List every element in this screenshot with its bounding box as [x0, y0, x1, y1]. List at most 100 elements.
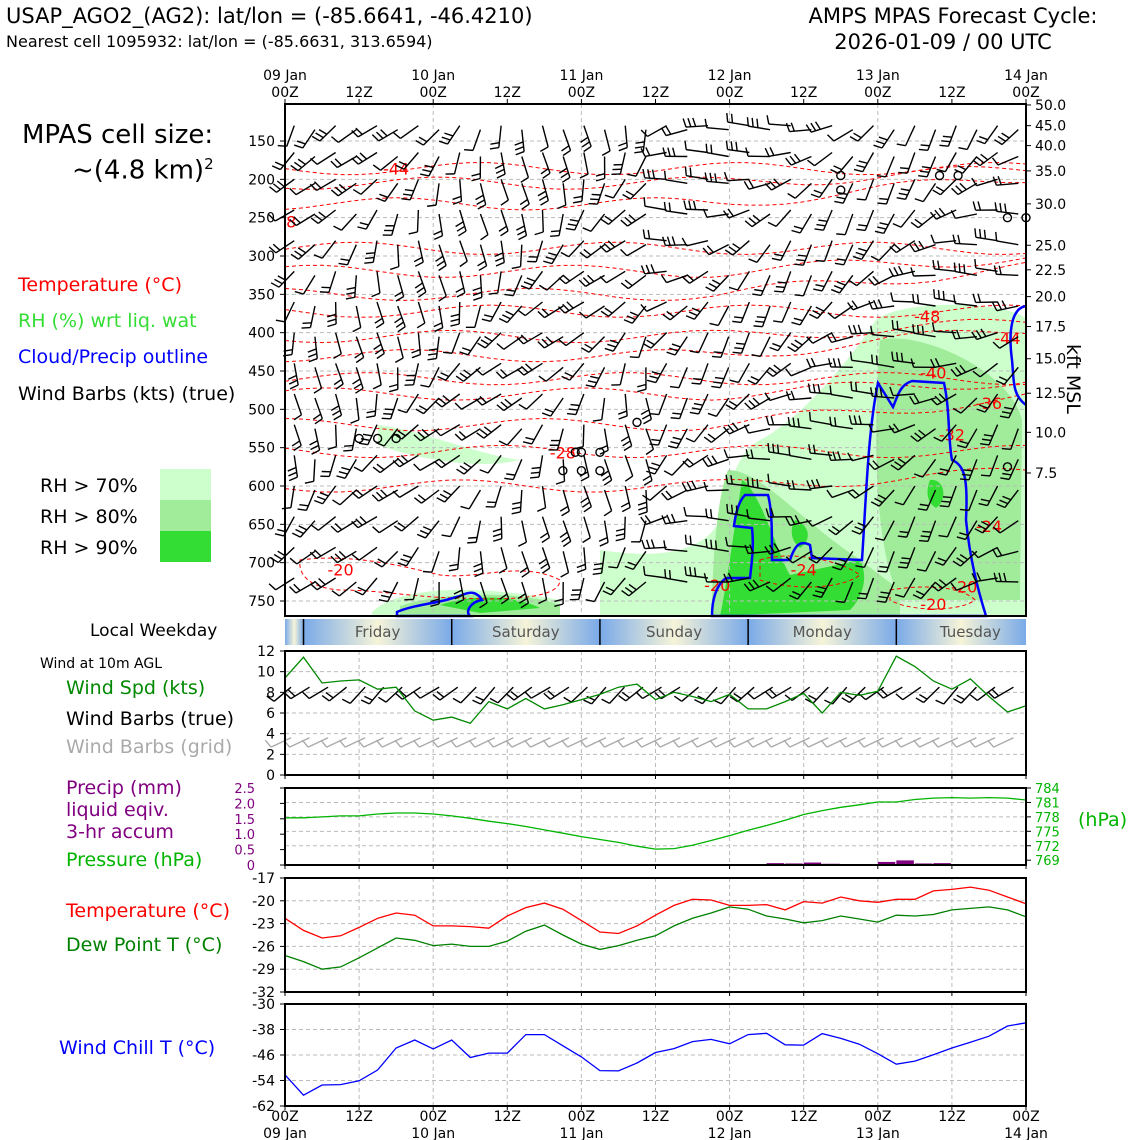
barb-shaft: [645, 459, 653, 481]
wind-barb: [930, 393, 957, 406]
barb-flag: [942, 135, 952, 138]
barb-flag: [920, 144, 930, 147]
barb-shaft: [727, 148, 750, 154]
barb-flag: [290, 164, 299, 172]
barb-flag: [773, 178, 781, 186]
barb-flag: [956, 444, 967, 449]
rh-90-region: [720, 480, 865, 616]
wind-barb: [785, 153, 812, 166]
barb-shaft: [851, 454, 874, 462]
barb-flag: [582, 537, 591, 544]
wind-barb: [287, 455, 299, 482]
wind-barb: [435, 244, 447, 272]
barb-flag: [792, 417, 796, 427]
barb-flag: [318, 129, 328, 135]
temperature-contour-label: -20: [920, 595, 946, 614]
temperature-contour-label: 8: [286, 213, 296, 232]
barb-flag: [977, 201, 982, 211]
wind-barb: [747, 366, 771, 385]
legend-rh: RH (%) wrt liq. wat: [18, 310, 197, 332]
barb-flag: [458, 431, 467, 439]
wind-barb: [320, 455, 337, 478]
barb-shaft: [400, 737, 421, 748]
top-hour-label: 00Z: [1012, 85, 1039, 101]
wind-barb: [538, 366, 564, 382]
barb-flag: [668, 569, 672, 580]
barb-shaft: [313, 459, 316, 482]
surface-wind-barb-true: [506, 686, 533, 701]
barb-shaft: [941, 424, 957, 442]
barb-shaft: [368, 686, 385, 705]
wind-barb: [366, 393, 378, 419]
barb-flag: [913, 242, 920, 251]
wind-barb: [615, 516, 626, 542]
barb-flag: [443, 490, 452, 496]
barb-shaft: [293, 424, 302, 446]
rh-70-swatch: [160, 469, 211, 500]
barb-flag: [785, 391, 791, 401]
barb-shaft: [381, 737, 403, 748]
wind-barb: [442, 332, 461, 354]
barb-flag: [765, 415, 770, 426]
wind-barb: [455, 209, 467, 237]
kft-tick-label: 50.0: [1035, 98, 1066, 114]
barb-shaft: [321, 240, 337, 259]
barb-flag: [976, 139, 986, 145]
barb-flag: [769, 147, 775, 156]
barb-flag: [983, 434, 993, 437]
temperature-contour: [284, 329, 1027, 363]
barb-shaft: [600, 551, 606, 574]
wind-barb: [479, 581, 488, 609]
barb-shaft: [574, 209, 585, 231]
barb-shaft: [644, 151, 667, 158]
wind-barb: [313, 485, 337, 505]
wind-barb: [599, 240, 626, 253]
barb-flag: [458, 230, 467, 237]
barb-flag: [892, 222, 902, 228]
barb-shaft: [562, 489, 570, 512]
barb-flag: [888, 425, 895, 434]
barb-shaft: [556, 428, 564, 451]
barb-flag: [703, 481, 708, 491]
barb-shaft: [503, 397, 523, 412]
barb-flag: [847, 452, 853, 462]
barb-flag: [754, 288, 764, 292]
wind-barb: [959, 459, 978, 481]
wind-barb: [723, 171, 750, 182]
wind-barb: [852, 240, 875, 260]
barb-flag: [615, 537, 625, 542]
barb-flag: [440, 372, 450, 378]
temperature-contour: [284, 318, 1027, 344]
wind-barb: [978, 485, 999, 507]
barb-flag: [289, 557, 298, 565]
barb-flag: [334, 523, 343, 531]
barb-flag: [765, 508, 770, 518]
barb-flag: [620, 248, 628, 257]
bottom-date-label: 13 Jan: [856, 1126, 900, 1140]
wind-barb: [600, 301, 626, 317]
pressure-tick-label: 150: [248, 134, 275, 150]
temperature-contour: [284, 261, 1027, 301]
surface-wind-barb-true: [524, 686, 551, 699]
barb-shaft: [790, 366, 812, 377]
barb-flag: [346, 286, 356, 291]
barb-shaft: [727, 121, 750, 127]
barb-shaft: [479, 213, 489, 235]
barb-shaft: [674, 336, 688, 356]
barb-flag: [542, 739, 550, 748]
barb-shaft: [802, 275, 813, 297]
barb-shaft: [445, 362, 461, 381]
barb-flag: [640, 409, 650, 415]
wind-barb: [561, 362, 585, 381]
barb-shaft: [844, 213, 854, 235]
wind-barb: [475, 393, 502, 406]
barb-flag: [968, 739, 976, 748]
wind-barb: [600, 209, 626, 225]
barb-flag: [827, 312, 836, 320]
barb-flag: [413, 434, 422, 442]
barb-flag: [857, 739, 865, 748]
legend-wind-barbs: Wind Barbs (kts) (true): [18, 383, 236, 405]
barb-flag: [566, 301, 574, 309]
barb-flag: [950, 739, 958, 748]
wind-barb: [874, 213, 895, 235]
